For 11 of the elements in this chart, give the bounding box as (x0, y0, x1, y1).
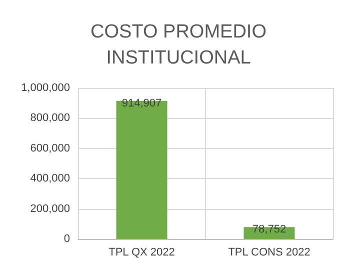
y-tick-label: 800,000 (30, 112, 70, 124)
y-tick-label: 400,000 (30, 172, 70, 185)
x-tick-label: TPL QX 2022 (108, 246, 175, 258)
x-tick-label: TPL CONS 2022 (228, 246, 310, 258)
data-label: 914,907 (122, 97, 162, 110)
chart-title: COSTO PROMEDIO INSTITUCIONAL (90, 22, 266, 68)
y-tick-label: 1,000,000 (21, 82, 70, 94)
y-tick-label: 600,000 (30, 142, 70, 154)
data-label: 78,752 (252, 224, 286, 236)
y-tick-label: 200,000 (30, 202, 70, 215)
y-tick-label: 0 (64, 233, 70, 245)
